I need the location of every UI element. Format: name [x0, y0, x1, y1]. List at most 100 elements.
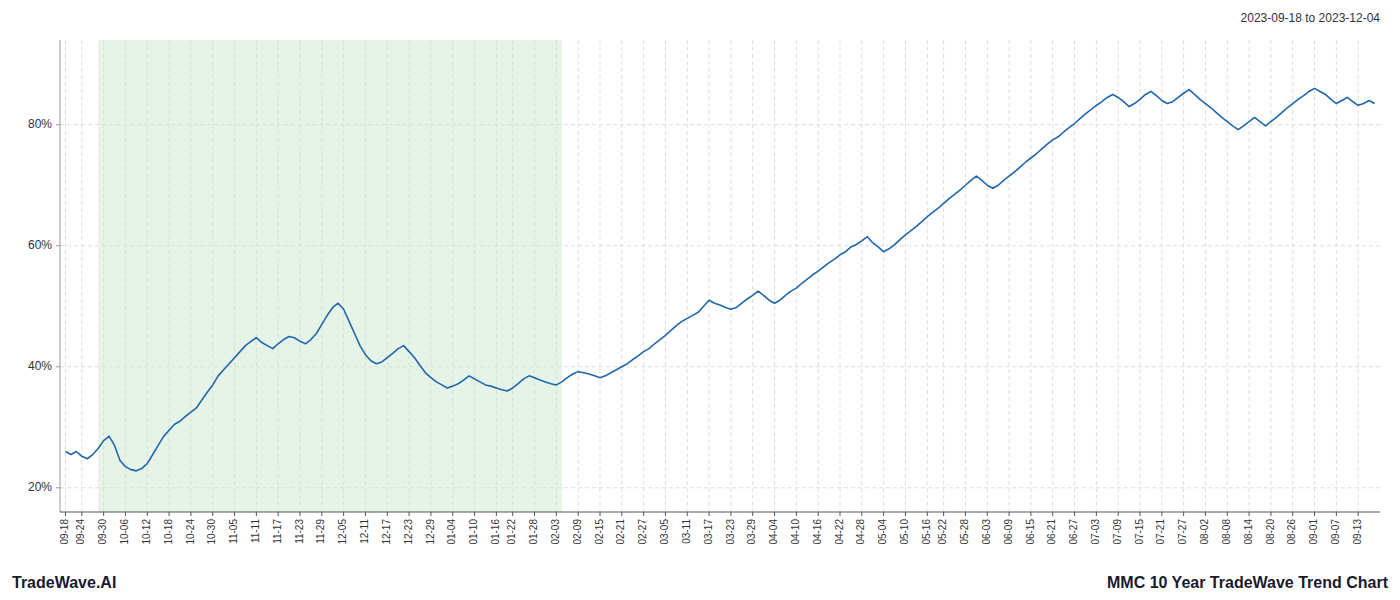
x-tick: [474, 512, 475, 516]
x-tick-label: 10-24: [185, 519, 196, 545]
y-tick: [56, 487, 60, 488]
shaded-region: [98, 40, 562, 512]
chart: 20%40%60%80%09-1809-2409-3010-0610-1210-…: [0, 0, 1400, 600]
x-tick-label: 02-21: [615, 519, 626, 545]
x-grid-line: [1052, 40, 1053, 512]
x-tick-label: 09-13: [1352, 519, 1363, 545]
x-grid-line: [687, 40, 688, 512]
x-tick-label: 02-15: [594, 519, 605, 545]
x-grid-line: [709, 40, 710, 512]
x-tick: [1227, 512, 1228, 516]
x-tick-label: 12-05: [337, 519, 348, 545]
x-tick: [512, 512, 513, 516]
x-tick-label: 12-11: [359, 519, 370, 544]
x-tick: [578, 512, 579, 516]
subtitle: 2023-09-18 to 2023-12-04: [1241, 11, 1381, 25]
y-tick-label: 40%: [28, 359, 52, 373]
x-tick: [861, 512, 862, 516]
title: MMC 10 Year TradeWave Trend Chart: [1107, 574, 1389, 591]
x-tick: [1096, 512, 1097, 516]
x-grid-line: [1096, 40, 1097, 512]
x-tick: [1292, 512, 1293, 516]
x-grid-line: [65, 40, 66, 512]
x-grid-line: [1249, 40, 1250, 512]
x-grid-line: [943, 40, 944, 512]
x-tick-label: 04-28: [855, 519, 866, 545]
x-tick: [1205, 512, 1206, 516]
x-tick-label: 01-22: [506, 519, 517, 545]
x-tick-label: 06-09: [1003, 519, 1014, 545]
x-grid-line: [1314, 40, 1315, 512]
x-tick: [190, 512, 191, 516]
x-tick-label: 01-04: [446, 519, 457, 545]
x-tick: [1183, 512, 1184, 516]
y-tick-label: 60%: [28, 238, 52, 252]
x-tick: [321, 512, 322, 516]
y-tick-label: 20%: [28, 480, 52, 494]
x-tick-label: 10-12: [141, 519, 152, 545]
x-grid-line: [621, 40, 622, 512]
x-tick-label: 08-20: [1265, 519, 1276, 545]
x-tick-label: 07-21: [1155, 519, 1166, 545]
x-tick-label: 02-09: [572, 519, 583, 545]
x-tick: [730, 512, 731, 516]
x-tick-label: 12-29: [425, 519, 436, 545]
x-tick-label: 03-23: [725, 519, 736, 545]
x-grid-line: [578, 40, 579, 512]
x-tick: [1074, 512, 1075, 516]
x-tick: [365, 512, 366, 516]
x-tick: [409, 512, 410, 516]
x-tick: [343, 512, 344, 516]
plot-area: [65, 40, 1374, 512]
x-tick: [387, 512, 388, 516]
x-tick-label: 01-28: [528, 519, 539, 545]
x-tick: [534, 512, 535, 516]
x-grid-line: [1140, 40, 1141, 512]
x-tick-label: 11-11: [250, 519, 261, 544]
x-grid-line: [1227, 40, 1228, 512]
x-tick: [81, 512, 82, 516]
x-tick-label: 11-17: [272, 519, 283, 544]
x-tick: [1314, 512, 1315, 516]
x-tick: [65, 512, 66, 516]
x-tick: [556, 512, 557, 516]
x-grid-line: [1292, 40, 1293, 512]
x-grid-line: [665, 40, 666, 512]
y-tick: [56, 245, 60, 246]
x-tick-label: 08-14: [1243, 519, 1254, 545]
x-tick: [1358, 512, 1359, 516]
x-grid-line: [1009, 40, 1010, 512]
x-grid-line: [1118, 40, 1119, 512]
x-tick: [643, 512, 644, 516]
x-tick-label: 05-10: [899, 519, 910, 545]
x-tick-label: 04-16: [812, 519, 823, 545]
x-tick: [752, 512, 753, 516]
x-tick-label: 05-28: [959, 519, 970, 545]
x-tick: [600, 512, 601, 516]
x-tick: [774, 512, 775, 516]
x-tick-label: 04-10: [790, 519, 801, 545]
x-tick-label: 10-30: [206, 519, 217, 545]
x-tick: [1118, 512, 1119, 516]
x-tick: [987, 512, 988, 516]
x-tick: [496, 512, 497, 516]
x-tick: [621, 512, 622, 516]
x-grid-line: [730, 40, 731, 512]
x-grid-line: [818, 40, 819, 512]
x-tick: [709, 512, 710, 516]
x-grid-line: [883, 40, 884, 512]
x-tick-label: 12-23: [403, 519, 414, 545]
x-tick-label: 07-27: [1177, 519, 1188, 545]
x-axis-line: [60, 512, 1380, 513]
x-tick: [965, 512, 966, 516]
x-tick-label: 02-27: [637, 519, 648, 545]
x-tick: [1161, 512, 1162, 516]
x-tick: [103, 512, 104, 516]
x-tick: [1030, 512, 1031, 516]
x-tick-label: 04-22: [834, 519, 845, 545]
x-tick: [796, 512, 797, 516]
x-tick-label: 08-08: [1221, 519, 1232, 545]
x-tick-label: 03-17: [703, 519, 714, 545]
x-tick-label: 11-05: [228, 519, 239, 544]
x-grid-line: [905, 40, 906, 512]
